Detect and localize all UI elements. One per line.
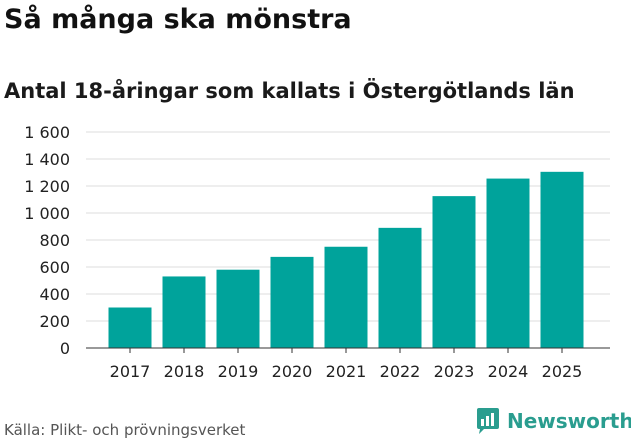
chart-title: Så många ska mönstra bbox=[4, 4, 352, 35]
y-tick-label: 1 400 bbox=[24, 150, 70, 169]
y-tick-label: 600 bbox=[39, 258, 70, 277]
x-tick-label: 2024 bbox=[488, 362, 529, 381]
x-tick-label: 2020 bbox=[272, 362, 313, 381]
newsworthy-logo[interactable]: Newsworthy bbox=[475, 407, 631, 435]
newsworthy-logo-icon bbox=[477, 408, 499, 434]
chart-subtitle: Antal 18-åringar som kallats i Östergötl… bbox=[4, 79, 575, 103]
x-tick-label: 2021 bbox=[326, 362, 367, 381]
newsworthy-logo-text: Newsworthy bbox=[507, 409, 631, 433]
bar-2024[interactable] bbox=[486, 178, 530, 348]
bar-2020[interactable] bbox=[270, 256, 314, 348]
x-tick-label: 2025 bbox=[542, 362, 583, 381]
bar-2018[interactable] bbox=[162, 276, 206, 348]
y-tick-label: 1 600 bbox=[24, 123, 70, 142]
x-tick-label: 2018 bbox=[164, 362, 205, 381]
x-tick-label: 2017 bbox=[110, 362, 151, 381]
bar-2017[interactable] bbox=[108, 307, 152, 349]
bar-2021[interactable] bbox=[324, 246, 368, 348]
bar-2022[interactable] bbox=[378, 227, 422, 348]
y-tick-label: 200 bbox=[39, 312, 70, 331]
y-tick-label: 1 200 bbox=[24, 177, 70, 196]
y-axis-ticks: 0 200 400 600 800 1 000 1 200 1 400 1 600 bbox=[24, 123, 70, 358]
x-tick-label: 2023 bbox=[434, 362, 475, 381]
source-note: Källa: Plikt- och prövningsverket bbox=[4, 421, 246, 439]
y-tick-label: 400 bbox=[39, 285, 70, 304]
bar-2025[interactable] bbox=[540, 171, 584, 348]
bar-2019[interactable] bbox=[216, 269, 260, 348]
bars bbox=[108, 171, 584, 349]
x-tick-label: 2022 bbox=[380, 362, 421, 381]
y-tick-label: 1 000 bbox=[24, 204, 70, 223]
bar-2023[interactable] bbox=[432, 196, 476, 348]
x-axis-ticks: 2017 2018 2019 2020 2021 2022 2023 2024 2025 bbox=[110, 348, 583, 381]
y-tick-label: 0 bbox=[60, 339, 70, 358]
x-tick-label: 2019 bbox=[218, 362, 259, 381]
y-tick-label: 800 bbox=[39, 231, 70, 250]
